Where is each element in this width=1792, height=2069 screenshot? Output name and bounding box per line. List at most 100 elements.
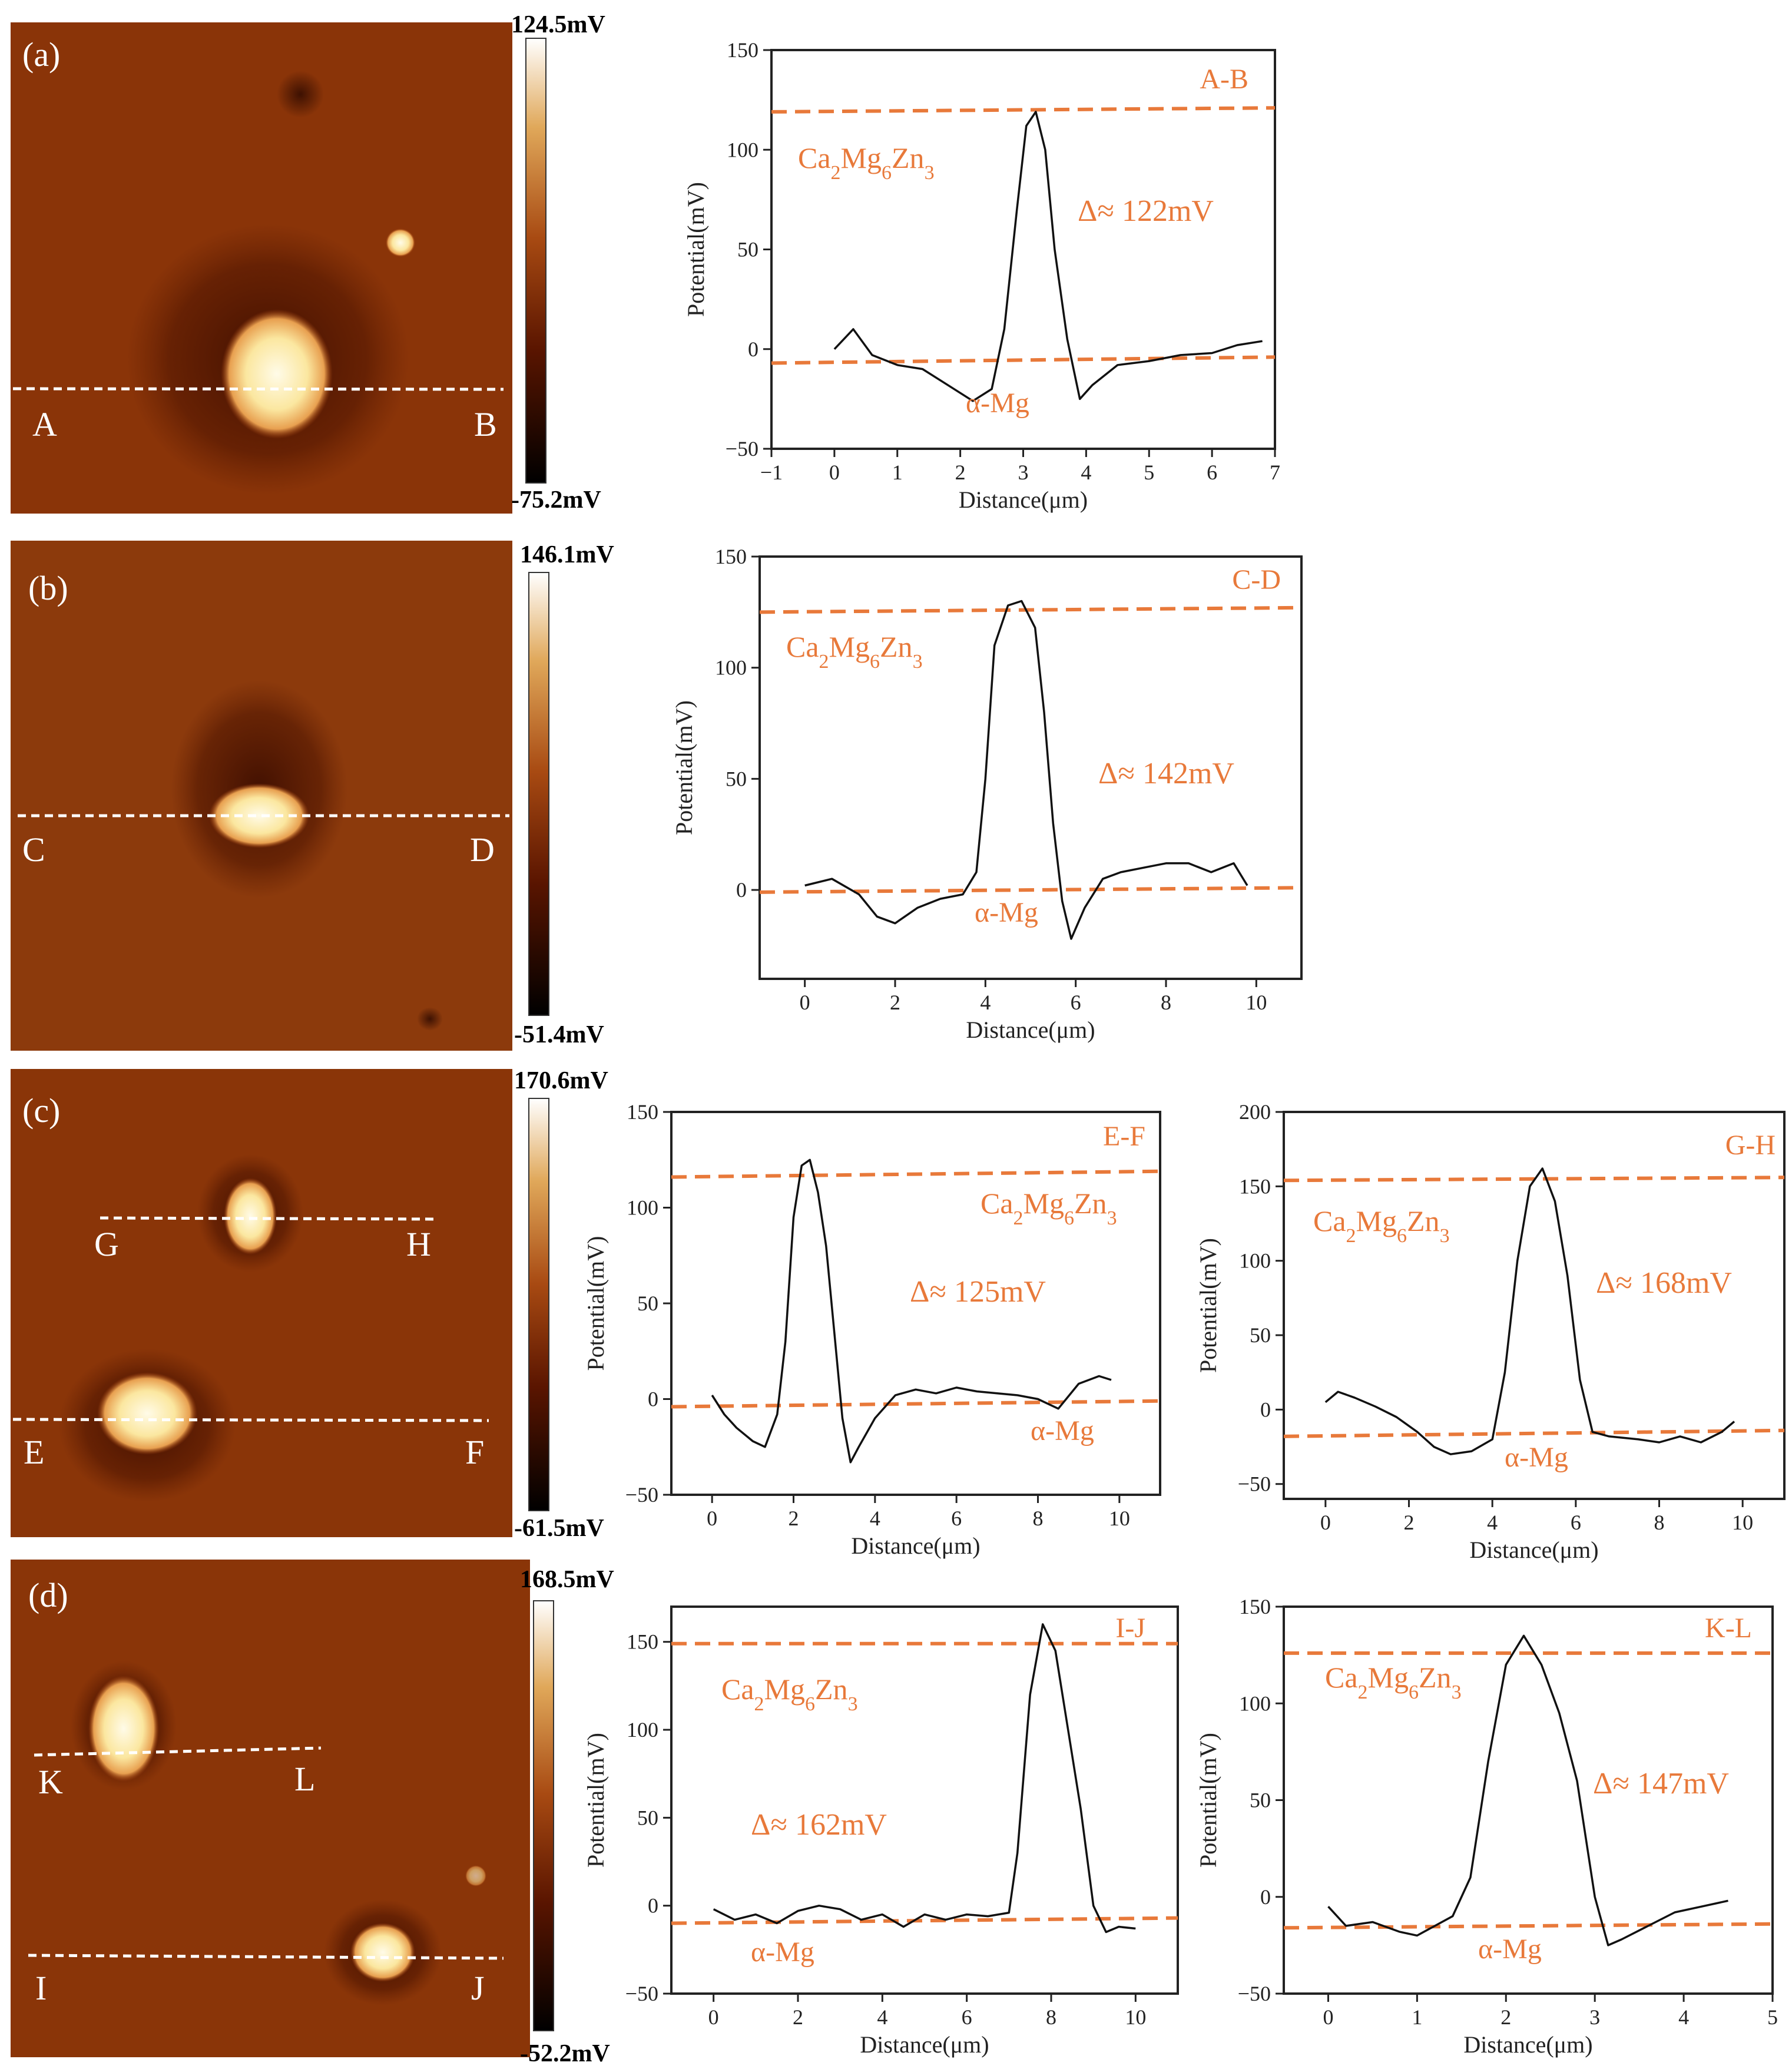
chart-cd-ylabel: Potential(mV): [671, 700, 697, 835]
chart-ef-title: E-F: [1103, 1121, 1145, 1152]
chart-ab-ytick-label-1: 0: [748, 337, 758, 361]
chart-ab-ytick-label-0: −50: [726, 437, 758, 461]
chart-cd-series-line: [804, 600, 1248, 940]
chart-ab-ref-line-bottom: [771, 355, 1276, 365]
map-c-profile-line-ef: [12, 1418, 489, 1422]
map-d-background: [11, 1560, 530, 2057]
chart-gh-phase-bottom: α-Mg: [1505, 1442, 1568, 1473]
chart-gh-ref-line-bottom: [1283, 1428, 1785, 1438]
chart-ef: 0 2 4 6 8 10 −50 0 50 100 150 Distance(μm) Potential…: [582, 1100, 1161, 1559]
chart-kl-series-line: [1327, 1634, 1728, 1946]
chart-ef-delta: Δ≈ 125mV: [910, 1275, 1046, 1309]
chart-kl-xtick-label-0: 0: [1323, 2005, 1333, 2029]
map-a: (a) A B: [11, 22, 512, 514]
chart-ij-xtick-label-3: 6: [962, 2005, 972, 2029]
colorbar-d-min: -52.2mV: [520, 2040, 610, 2067]
colorbar-b-min: -51.4mV: [514, 1021, 604, 1048]
chart-ef-phase-top: Ca2Mg6Zn3: [981, 1187, 1117, 1229]
map-b-point-c: C: [22, 830, 45, 869]
chart-ef-ytick-label-3: 100: [627, 1196, 658, 1220]
colorbar-b: 146.1mV -51.4mV: [514, 541, 614, 1048]
map-a-particle-small: [386, 229, 415, 257]
chart-ij-xtick-label-2: 4: [877, 2005, 887, 2029]
chart-kl-ref-line-bottom: [1283, 1922, 1773, 1930]
map-d-particle-ij: [350, 1923, 415, 1982]
chart-kl-ytick-label-3: 100: [1239, 1691, 1271, 1715]
chart-cd-ytick-label-0: 0: [736, 878, 747, 902]
map-c-point-f: F: [465, 1433, 484, 1471]
chart-gh-xtick-label-1: 2: [1404, 1511, 1415, 1534]
chart-ab-xtick-label-1: 0: [829, 461, 840, 484]
chart-ij-ytick-label-3: 100: [627, 1718, 658, 1742]
map-a-point-a: A: [32, 405, 57, 443]
chart-kl-title: K-L: [1705, 1613, 1752, 1644]
map-c-point-h: H: [406, 1225, 431, 1263]
chart-cd-delta: Δ≈ 142mV: [1098, 757, 1234, 790]
map-b-panel-label: (b): [28, 569, 68, 607]
colorbar-b-max: 146.1mV: [520, 541, 614, 568]
chart-ij-delta: Δ≈ 162mV: [751, 1808, 887, 1842]
chart-ab-xtick-label-4: 3: [1018, 461, 1029, 484]
chart-ab-ytick-label-4: 150: [727, 38, 758, 62]
chart-ij-ytick-label-0: −50: [625, 1982, 658, 2005]
chart-cd-phase-bottom: α-Mg: [975, 897, 1038, 928]
chart-gh-xtick-label-2: 4: [1487, 1511, 1498, 1534]
map-c-profile-line-gh: [100, 1216, 436, 1221]
chart-ab-delta: Δ≈ 122mV: [1078, 194, 1214, 228]
chart-ij: 0 2 4 6 8 10 −50 0 50 100 150 Distance(μm) Potential…: [582, 1605, 1179, 2058]
chart-ij-ref-line-bottom: [671, 1916, 1178, 1925]
colorbar-a-max: 124.5mV: [511, 11, 605, 38]
chart-gh-title: G-H: [1725, 1130, 1776, 1161]
map-b-particle: [209, 783, 309, 848]
chart-cd-xtick-label-0: 0: [800, 991, 810, 1014]
chart-ab-xtick-label-8: 7: [1270, 461, 1280, 484]
map-d-point-i: I: [35, 1969, 47, 2007]
chart-ef-xtick-label-4: 8: [1033, 1507, 1044, 1530]
chart-gh-xtick-label-5: 10: [1732, 1511, 1753, 1534]
chart-gh-frame: [1283, 1111, 1786, 1500]
chart-gh-delta: Δ≈ 168mV: [1596, 1266, 1732, 1300]
chart-gh-phase-top: Ca2Mg6Zn3: [1313, 1204, 1450, 1247]
colorbar-c: 170.6mV -61.5mV: [514, 1067, 608, 1542]
chart-cd-ytick-label-3: 150: [715, 545, 747, 568]
chart-gh-xtick-label-4: 8: [1654, 1511, 1665, 1534]
colorbar-c-max: 170.6mV: [514, 1067, 608, 1094]
chart-ab-ytick-label-2: 50: [737, 238, 758, 261]
chart-kl-xtick-label-2: 2: [1500, 2005, 1511, 2029]
chart-gh: 0 2 4 6 8 10 −50 0 50 100 150 200 Distance(μm) Potent…: [1195, 1100, 1786, 1563]
colorbar-a: 124.5mV -75.2mV: [511, 11, 605, 514]
chart-ab-ylabel: Potential(mV): [683, 182, 709, 317]
chart-ab-series-line: [833, 111, 1263, 402]
chart-ab-xtick-label-2: 1: [892, 461, 903, 484]
chart-ab-xtick-label-7: 6: [1207, 461, 1217, 484]
chart-cd-ref-line-bottom: [759, 886, 1302, 894]
chart-ef-ytick-label-1: 0: [648, 1388, 658, 1411]
chart-ij-ytick-label-4: 150: [627, 1630, 658, 1654]
chart-ef-ytick-label-4: 150: [627, 1100, 658, 1124]
chart-kl-xtick-label-4: 4: [1678, 2005, 1689, 2029]
chart-ef-ref-line-bottom: [671, 1399, 1161, 1409]
colorbar-a-gradient: [525, 38, 546, 484]
chart-ij-ytick-label-1: 0: [648, 1894, 658, 1918]
chart-ab-xtick-label-0: −1: [760, 461, 783, 484]
map-d: (d) K L I J: [11, 1560, 530, 2057]
chart-cd-xlabel: Distance(μm): [966, 1017, 1095, 1043]
chart-ij-frame: [670, 1605, 1179, 1995]
chart-cd-frame: [758, 555, 1303, 980]
chart-ij-title: I-J: [1115, 1613, 1145, 1644]
chart-kl-delta: Δ≈ 147mV: [1593, 1767, 1729, 1800]
chart-ef-ytick-label-0: −50: [625, 1483, 658, 1507]
colorbar-d: 168.5mV -52.2mV: [520, 1566, 614, 2067]
map-c-point-g: G: [94, 1225, 119, 1263]
chart-kl-ytick-label-4: 150: [1239, 1595, 1271, 1618]
chart-ef-xtick-label-2: 4: [870, 1507, 880, 1530]
chart-gh-ylabel: Potential(mV): [1195, 1238, 1221, 1373]
chart-kl-phase-top: Ca2Mg6Zn3: [1325, 1661, 1462, 1703]
chart-cd-xtick-label-4: 8: [1161, 991, 1171, 1014]
chart-kl: 0 1 2 3 4 5 −50 0 50 100 150 Distance(μm) Potential(…: [1195, 1595, 1778, 2058]
chart-ab-xtick-label-3: 2: [955, 461, 966, 484]
chart-ef-ref-line-top: [671, 1169, 1161, 1179]
chart-gh-series-line: [1324, 1167, 1735, 1455]
chart-ab-xtick-label-5: 4: [1081, 461, 1091, 484]
